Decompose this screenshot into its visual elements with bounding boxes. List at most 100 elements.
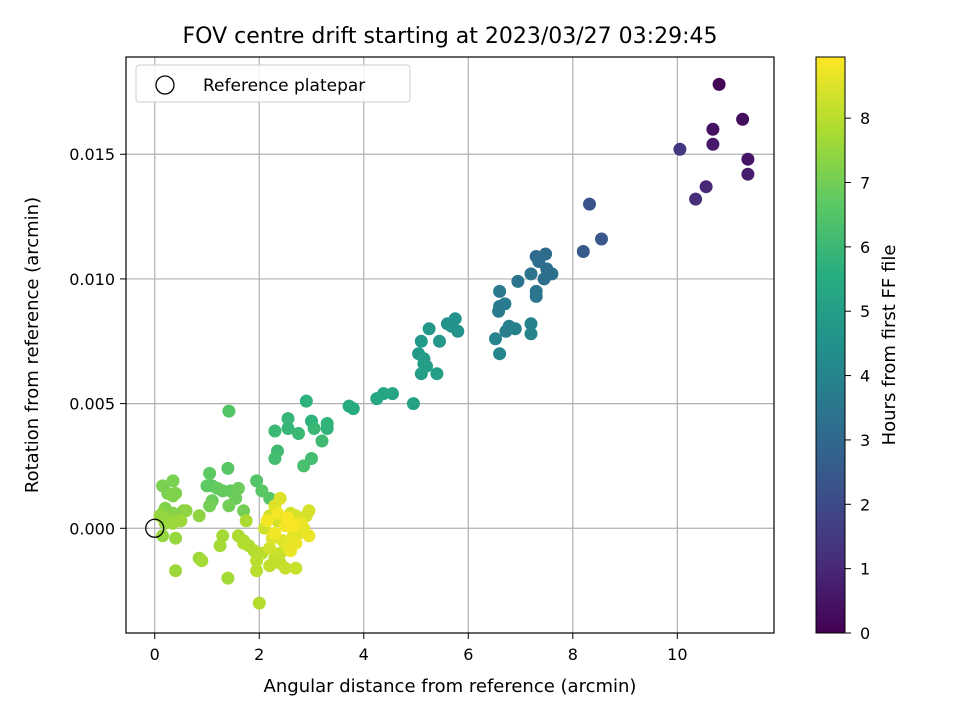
reference-platepar-marker (145, 518, 165, 538)
colorbar-ticks: 0 1 2 3 4 5 6 7 8 (845, 109, 870, 643)
data-point (250, 564, 264, 578)
data-point (169, 486, 183, 500)
data-point (221, 571, 235, 585)
legend: Reference platepar (135, 64, 411, 103)
data-point (406, 397, 420, 411)
y-tick-label: 0.005 (69, 395, 115, 414)
data-point (252, 596, 266, 610)
legend-entry-label: Reference platepar (203, 76, 365, 96)
data-point (192, 509, 206, 523)
data-point (386, 387, 399, 401)
data-point (529, 289, 543, 303)
data-point (689, 192, 703, 206)
data-point (203, 499, 217, 513)
data-point (213, 539, 227, 553)
data-point (430, 367, 444, 381)
data-point (222, 404, 236, 418)
data-point (271, 506, 284, 520)
plot-frame (125, 56, 775, 634)
data-point (706, 137, 720, 151)
colorbar-tick-label: 3 (860, 431, 870, 450)
x-axis-label: Angular distance from reference (arcmin) (264, 676, 637, 697)
y-axis-label: Rotation from reference (arcmin) (22, 197, 43, 493)
data-point (583, 197, 596, 211)
data-point (169, 531, 183, 545)
data-point (231, 481, 245, 495)
data-point (493, 284, 507, 298)
data-point (537, 272, 551, 286)
data-point (320, 422, 334, 435)
data-point (297, 459, 311, 473)
colorbar-tick-label: 8 (860, 109, 870, 128)
data-point (222, 499, 236, 513)
data-point (203, 466, 217, 480)
data-point (299, 394, 313, 408)
data-point (346, 402, 360, 416)
data-point (237, 504, 251, 518)
data-point (239, 514, 253, 528)
data-point (156, 529, 170, 543)
data-point (595, 232, 608, 246)
x-tick-label: 6 (463, 645, 473, 664)
data-point (699, 180, 713, 194)
data-point (302, 504, 316, 518)
y-axis-ticks: 0.000 0.005 0.010 0.015 (69, 145, 126, 538)
data-point (741, 167, 755, 181)
data-point (576, 245, 590, 258)
data-point (216, 529, 230, 543)
data-point (166, 516, 180, 530)
x-tick-label: 2 (254, 645, 264, 664)
data-point (179, 504, 193, 518)
colorbar-tick-label: 1 (860, 560, 870, 579)
data-point (524, 317, 538, 331)
data-points (153, 77, 755, 610)
x-axis-ticks: 0 2 4 6 8 10 (150, 633, 688, 664)
data-point (524, 327, 538, 341)
data-point (741, 152, 755, 166)
colorbar-tick-label: 2 (860, 495, 870, 514)
colorbar-tick-label: 4 (860, 367, 870, 386)
data-point (493, 347, 507, 361)
data-point (489, 332, 502, 346)
colorbar-tick-label: 7 (860, 173, 870, 192)
colorbar-tick-label: 0 (860, 624, 870, 643)
data-point (414, 334, 428, 348)
data-point (166, 474, 180, 488)
y-tick-label: 0.015 (69, 145, 115, 164)
colorbar-tick-label: 6 (860, 238, 870, 257)
colorbar-tick-label: 5 (860, 302, 870, 321)
data-point (736, 112, 750, 126)
data-point (706, 122, 720, 136)
data-point (250, 474, 264, 488)
colorbar: 0 1 2 3 4 5 6 7 8 Hours from first FF file (815, 56, 900, 643)
chart-title: FOV centre drift starting at 2023/03/27 … (183, 24, 718, 49)
data-point (673, 142, 687, 156)
data-point (511, 274, 525, 288)
data-point (237, 536, 251, 550)
data-point (307, 422, 321, 435)
y-tick-label: 0.000 (69, 519, 115, 538)
data-point (292, 427, 305, 440)
data-point (524, 267, 538, 281)
data-point (221, 461, 235, 475)
y-tick-label: 0.010 (69, 270, 115, 289)
colorbar-label: Hours from first FF file (879, 245, 900, 446)
data-point (289, 536, 303, 550)
data-point (268, 526, 282, 540)
data-point (286, 519, 300, 533)
legend-marker-open-circle (155, 75, 175, 95)
data-point (315, 434, 329, 448)
data-point (422, 322, 436, 336)
data-point (289, 561, 303, 575)
data-point (273, 491, 287, 505)
data-point (278, 561, 292, 575)
data-point (302, 529, 316, 543)
data-point (508, 322, 522, 336)
data-point (451, 324, 465, 338)
data-point (195, 554, 209, 568)
data-point (268, 424, 282, 438)
legend-box (135, 64, 411, 103)
colorbar-gradient (815, 56, 846, 634)
data-point (260, 514, 274, 528)
